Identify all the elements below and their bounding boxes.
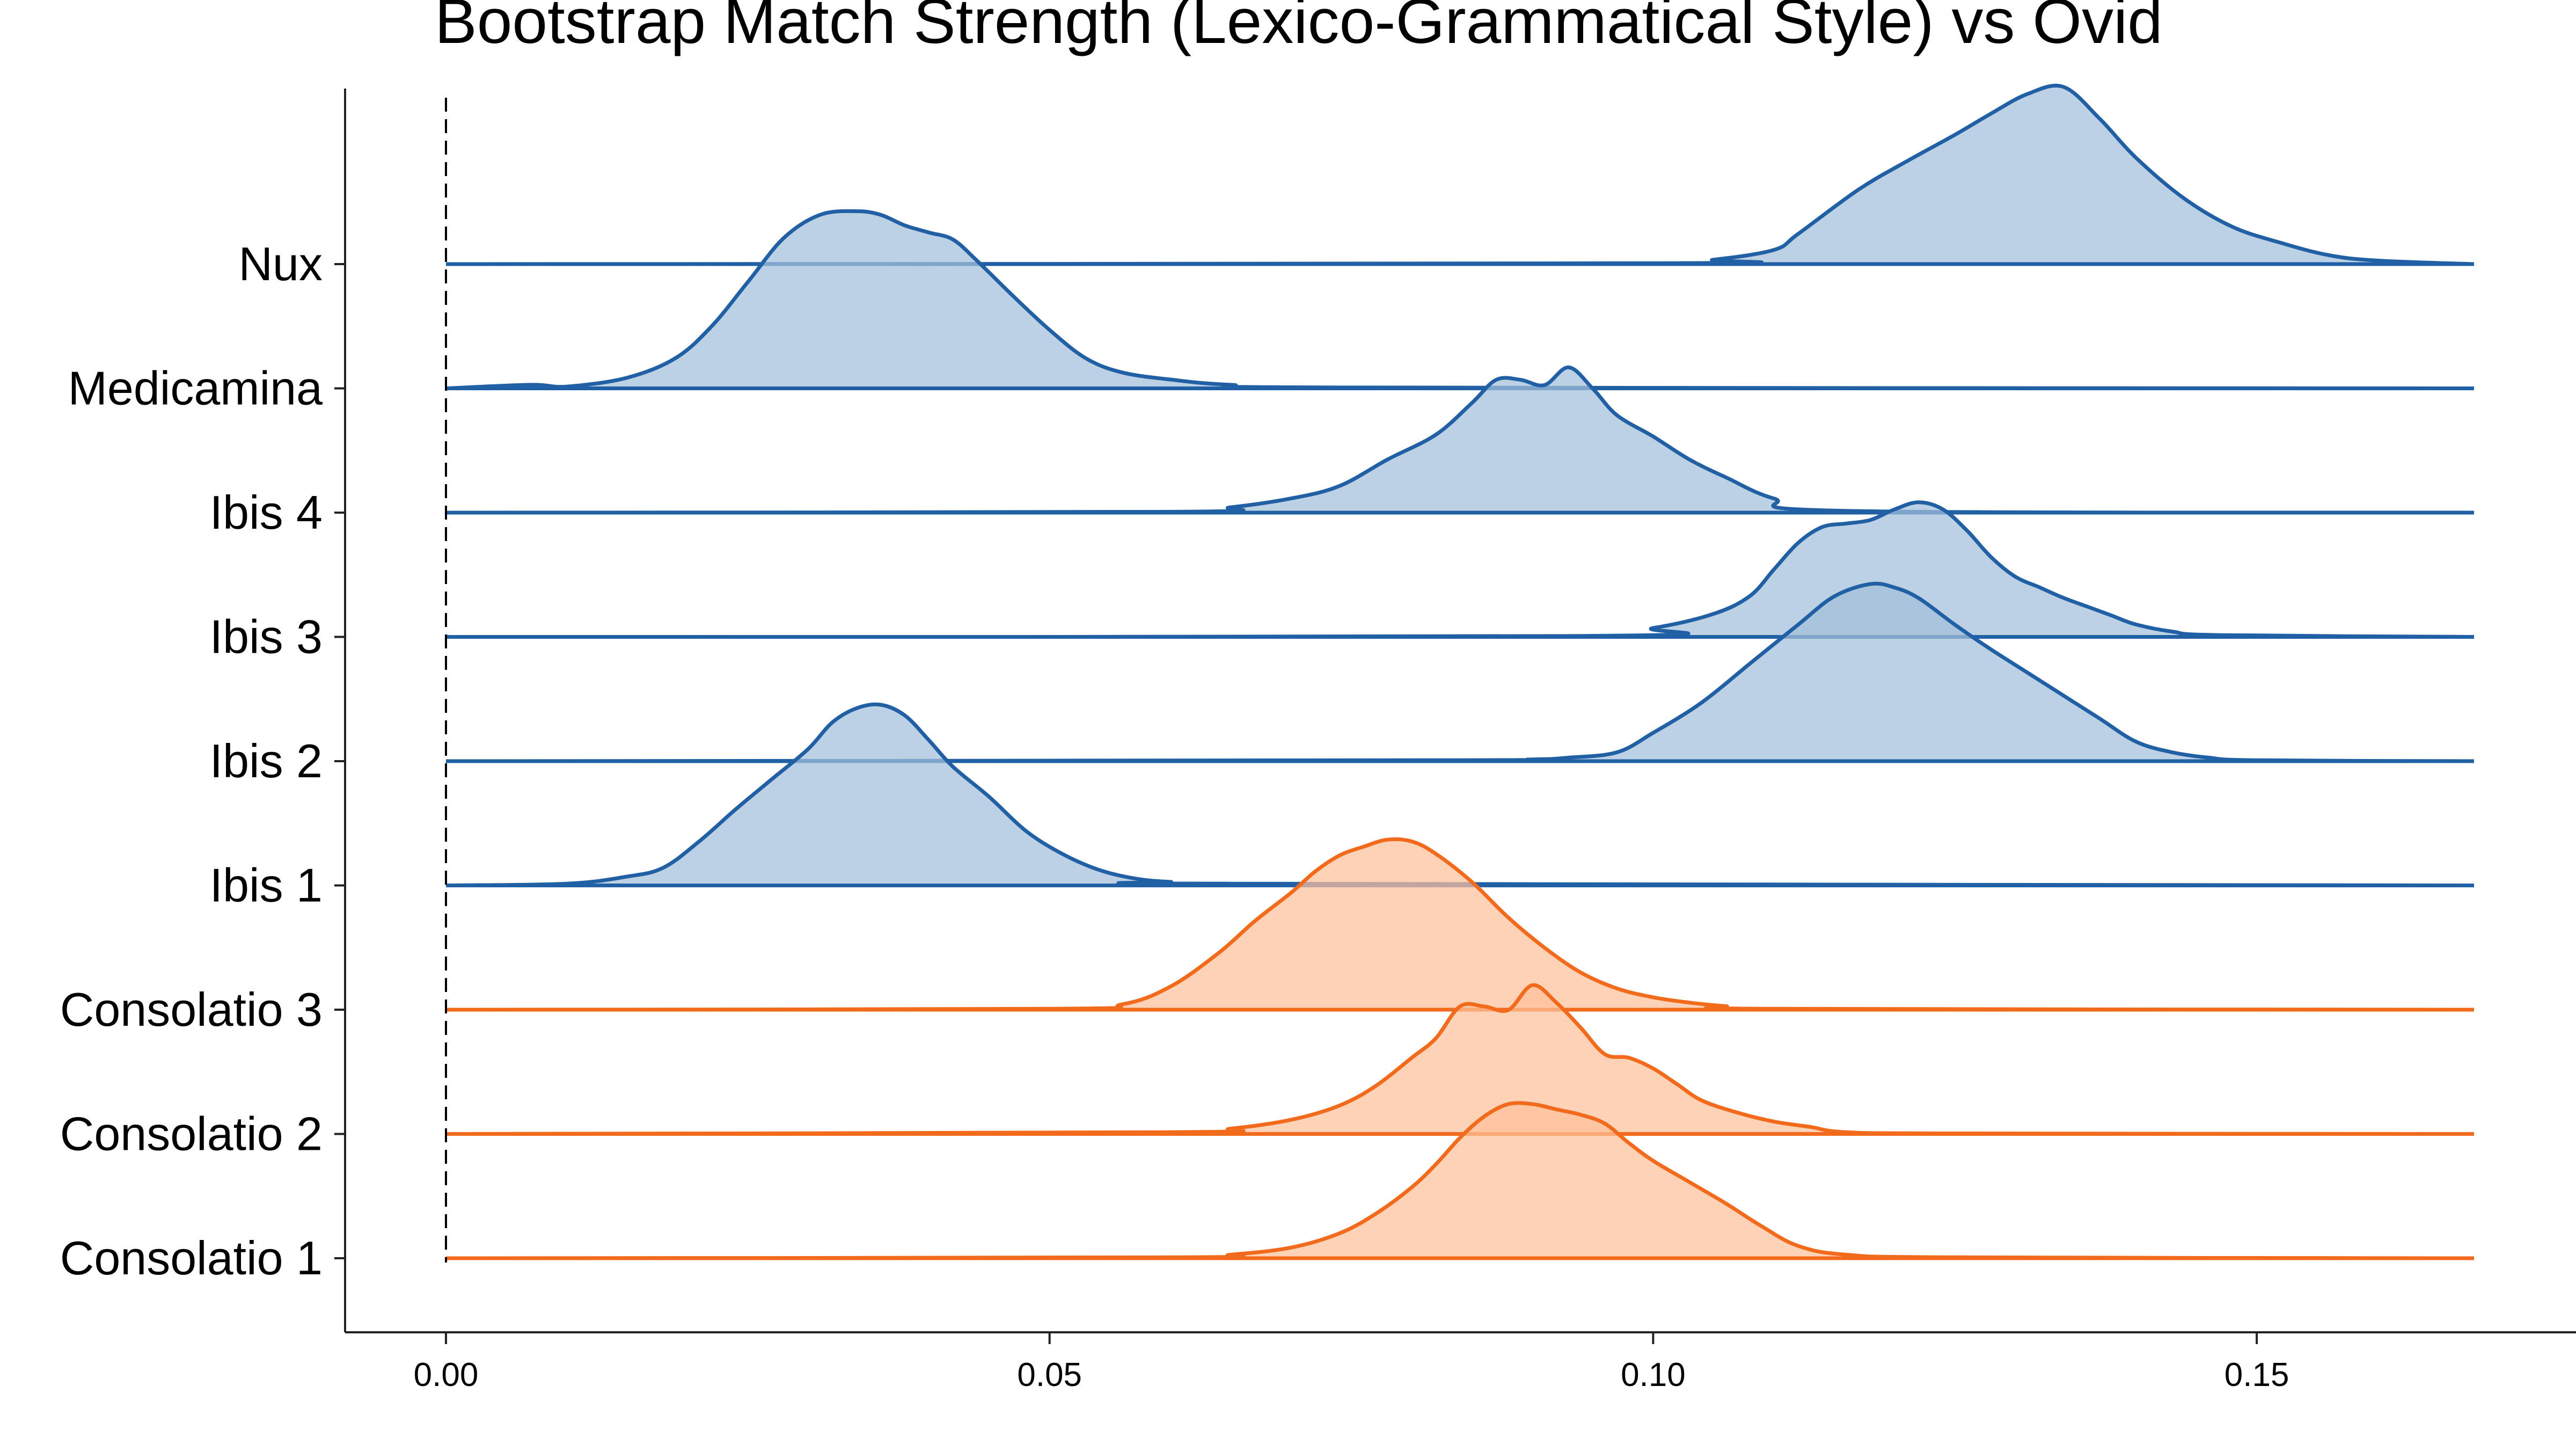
x-tick-label: 0.15	[2224, 1356, 2289, 1393]
ridges-layer	[445, 84, 2475, 1260]
ridge-nux	[445, 84, 2475, 266]
ridge-outline	[445, 983, 2475, 1136]
ridge-fill	[446, 583, 2474, 761]
ridge-fill	[446, 367, 2474, 513]
ridge-outline	[445, 581, 2475, 763]
ridge-consolatio-2	[445, 983, 2475, 1136]
x-tick-label: 0.05	[1017, 1356, 1082, 1393]
ridge-outline	[445, 500, 2475, 639]
y-tick-label: Ibis 1	[210, 859, 323, 912]
x-tick-label: 0.10	[1621, 1356, 1686, 1393]
y-tick-label: Nux	[239, 237, 323, 290]
ridge-outline	[445, 365, 2475, 515]
ridge-outline	[445, 1101, 2475, 1260]
ridge-fill	[446, 85, 2474, 264]
y-tick-label: Consolatio 2	[60, 1107, 323, 1161]
ridge-ibis-1	[445, 702, 2475, 887]
ridge-ibis-2	[445, 581, 2475, 763]
ridge-fill	[446, 211, 2474, 389]
ridge-fill	[446, 985, 2474, 1134]
ridge-outline	[445, 837, 2475, 1012]
ridge-fill	[446, 502, 2474, 637]
ridge-consolatio-1	[445, 1101, 2475, 1260]
ridge-medicamina	[445, 209, 2475, 390]
ridge-fill	[446, 704, 2474, 886]
y-tick-label: Medicamina	[68, 362, 323, 415]
x-tick-label: 0.00	[414, 1356, 479, 1393]
y-tick-label: Consolatio 1	[60, 1231, 323, 1285]
y-tick-label: Ibis 3	[210, 610, 323, 663]
ridge-fill	[446, 839, 2474, 1010]
ridge-fill	[446, 1103, 2474, 1258]
ridge-ibis-4	[445, 365, 2475, 515]
chart-title: Bootstrap Match Strength (Lexico-Grammat…	[435, 0, 2163, 57]
y-tick-label: Ibis 2	[210, 734, 323, 787]
axes-layer: Nux Medicamina Ibis 4 Ibis 3 Ibis 2 Ibis 1 Con…	[60, 89, 2576, 1393]
y-tick-label: Consolatio 3	[60, 983, 323, 1036]
y-tick-label: Ibis 4	[210, 486, 323, 539]
ridge-ibis-3	[445, 500, 2475, 639]
